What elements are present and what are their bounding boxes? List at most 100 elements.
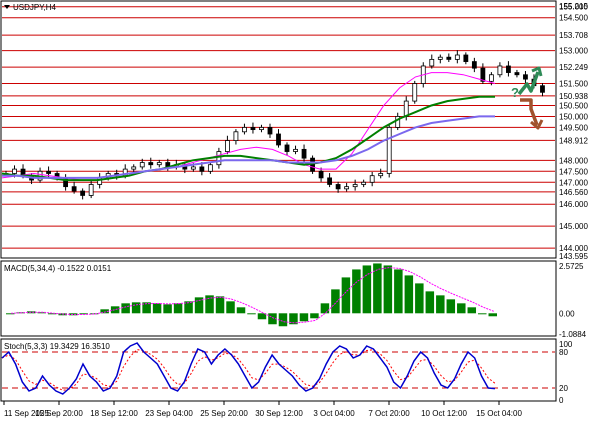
candle (429, 54, 435, 69)
price-axis-label: 151.500 (559, 80, 588, 89)
macd-bar (163, 304, 172, 314)
macd-bar (467, 307, 477, 314)
candle (335, 181, 341, 193)
candle (352, 179, 358, 191)
price-axis-label: 153.708 (559, 31, 588, 40)
symbol-label: USDJPY,H4 (13, 3, 57, 12)
candle (318, 167, 324, 182)
candle (284, 142, 290, 156)
down-arrow-icon (520, 98, 539, 126)
candle-body (216, 151, 222, 166)
candle-body (540, 85, 545, 93)
macd-bar (131, 302, 141, 314)
price-axis-label: 148.000 (559, 156, 588, 165)
candle (293, 145, 298, 155)
macd-bar (289, 313, 298, 325)
stoch-signal-line (1, 349, 496, 391)
time-axis-label: 15 Oct 04:00 (476, 409, 522, 418)
chevron-down-icon[interactable] (4, 5, 10, 9)
macd-bar (257, 313, 267, 320)
stoch-main-line (1, 342, 496, 395)
candle-body (369, 175, 375, 183)
candle (437, 54, 443, 64)
candle (327, 173, 332, 188)
price-axis-label: 155.215 (559, 2, 588, 11)
symbol-header[interactable]: USDJPY,H4 (4, 3, 57, 12)
candle-body (488, 74, 494, 82)
macd-bar (320, 303, 330, 314)
candle (71, 181, 77, 194)
macd-axis-label: 0.00 (559, 309, 575, 318)
price-axis-label: 143.595 (559, 252, 588, 261)
macd-pane-frame (0, 260, 557, 337)
candle-body (506, 65, 511, 73)
candle (276, 129, 281, 148)
macd-bar (121, 303, 130, 314)
candle-body (463, 54, 469, 62)
candle-body (139, 162, 145, 168)
macd-bar (47, 313, 57, 315)
macd-bar (362, 265, 372, 314)
price-axis-label: 147.000 (559, 178, 588, 187)
candle (139, 158, 145, 170)
macd-bar (184, 301, 193, 314)
price-axis-label: 150.500 (559, 101, 588, 110)
candle-body (454, 54, 460, 60)
macd-bar (373, 263, 382, 314)
macd-bar (215, 296, 225, 314)
candle (148, 157, 154, 169)
candle (395, 112, 401, 131)
price-axis-label: 153.000 (559, 47, 588, 56)
candle-body (156, 162, 162, 166)
candle (488, 72, 494, 86)
candle-body (242, 127, 247, 133)
macd-bar (26, 311, 36, 314)
time-axis-label: 11 Sep 2025 (4, 409, 49, 418)
candle (514, 69, 520, 78)
price-axis-label: 150.938 (559, 92, 588, 101)
candle (216, 147, 222, 169)
candle-body (267, 127, 273, 135)
time-axis-label: 7 Oct 20:00 (368, 409, 410, 418)
candle (446, 53, 452, 63)
price-axis-label: 150.000 (559, 112, 588, 121)
price-axis-label: 152.249 (559, 63, 588, 72)
macd-bar (415, 283, 424, 314)
candle (361, 179, 367, 188)
moving-average-line (1, 95, 495, 182)
macd-bar (236, 307, 246, 314)
macd-bar (79, 313, 88, 315)
candle (156, 159, 162, 168)
macd-bar (394, 269, 403, 314)
candle-body (480, 67, 486, 82)
macd-bar (278, 313, 288, 327)
macd-bar (478, 313, 487, 315)
candle-body (395, 116, 401, 128)
macd-signal-line (11, 267, 494, 324)
macd-bar (100, 309, 109, 314)
up-arrow-icon (517, 71, 540, 96)
candle (233, 129, 239, 145)
time-axis-label: 18 Sep 12:00 (90, 409, 138, 418)
price-axis-label: 154.500 (559, 14, 588, 23)
macd-bar (352, 269, 361, 314)
macd-bar (37, 312, 46, 314)
candle (301, 144, 307, 163)
price-axis-label: 145.000 (559, 222, 588, 231)
macd-bar (247, 313, 256, 315)
candle-body (344, 186, 350, 190)
forecast-annotation: ? (511, 66, 544, 130)
stoch-axis-label: 100 (559, 340, 573, 349)
macd-bar (6, 313, 15, 315)
candle (225, 135, 230, 155)
macd-title: MACD(5,34,4) -0.1522 0.0151 (4, 264, 112, 273)
candle-body (293, 148, 298, 152)
macd-bar (226, 301, 235, 314)
candle-body (446, 56, 452, 60)
candle-body (131, 166, 137, 170)
macd-bar (110, 306, 120, 314)
candle-body (378, 173, 384, 177)
macd-bar (341, 277, 351, 314)
candle (88, 180, 94, 199)
